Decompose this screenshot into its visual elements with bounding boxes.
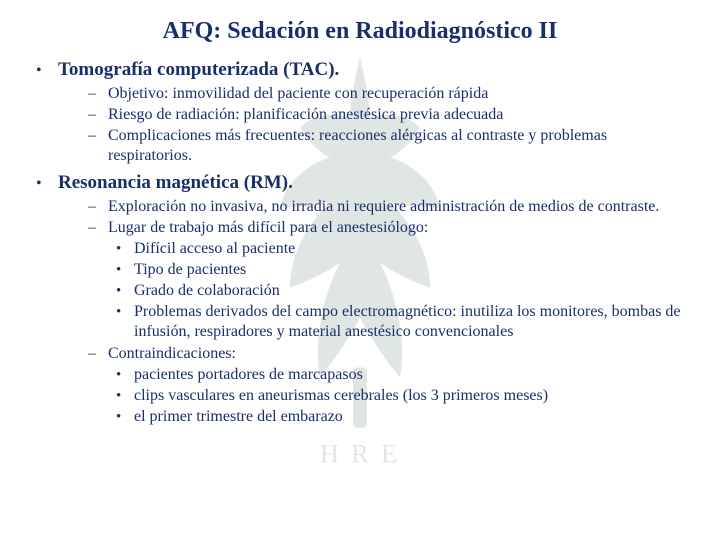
list-item: •pacientes portadores de marcapasos xyxy=(116,365,690,385)
list-item: – Lugar de trabajo más difícil para el a… xyxy=(88,218,690,343)
list-item: •Problemas derivados del campo electroma… xyxy=(116,302,690,342)
list-item: •clips vasculares en aneurismas cerebral… xyxy=(116,386,690,406)
list-item: •Tipo de pacientes xyxy=(116,260,690,280)
outline-root: • Tomografía computerizada (TAC). – Obje… xyxy=(30,59,690,428)
list-item: – Objetivo: inmovilidad del paciente con… xyxy=(88,84,690,104)
list-item: – Exploración no invasiva, no irradia ni… xyxy=(88,197,690,217)
bullet-l1-icon: • xyxy=(30,62,58,80)
list-item: – Complicaciones más frecuentes: reaccio… xyxy=(88,126,690,166)
list-item: •Difícil acceso al paciente xyxy=(116,239,690,259)
list-item: •el primer trimestre del embarazo xyxy=(116,407,690,427)
section-heading: Resonancia magnética (RM). xyxy=(58,172,293,194)
bullet-l3-icon: • xyxy=(116,367,134,384)
slide-title: AFQ: Sedación en Radiodiagnóstico II xyxy=(30,18,690,45)
dash-icon: – xyxy=(88,127,108,145)
section-heading: Tomografía computerizada (TAC). xyxy=(58,59,339,81)
list-item: – Contraindicaciones: •pacientes portado… xyxy=(88,344,690,428)
dash-icon: – xyxy=(88,219,108,237)
bullet-l3-icon: • xyxy=(116,241,134,258)
bullet-l3-icon: • xyxy=(116,283,134,300)
dash-icon: – xyxy=(88,85,108,103)
bullet-l3-icon: • xyxy=(116,409,134,426)
dash-icon: – xyxy=(88,106,108,124)
dash-icon: – xyxy=(88,198,108,216)
bullet-l3-icon: • xyxy=(116,304,134,321)
dash-icon: – xyxy=(88,345,108,363)
list-item: – Riesgo de radiación: planificación ane… xyxy=(88,105,690,125)
slide-content: AFQ: Sedación en Radiodiagnóstico II • T… xyxy=(0,0,720,444)
bullet-l3-icon: • xyxy=(116,262,134,279)
section-rm: • Resonancia magnética (RM). – Exploraci… xyxy=(30,172,690,428)
bullet-l3-icon: • xyxy=(116,388,134,405)
section-tac: • Tomografía computerizada (TAC). – Obje… xyxy=(30,59,690,166)
list-item: •Grado de colaboración xyxy=(116,281,690,301)
bullet-l1-icon: • xyxy=(30,175,58,193)
